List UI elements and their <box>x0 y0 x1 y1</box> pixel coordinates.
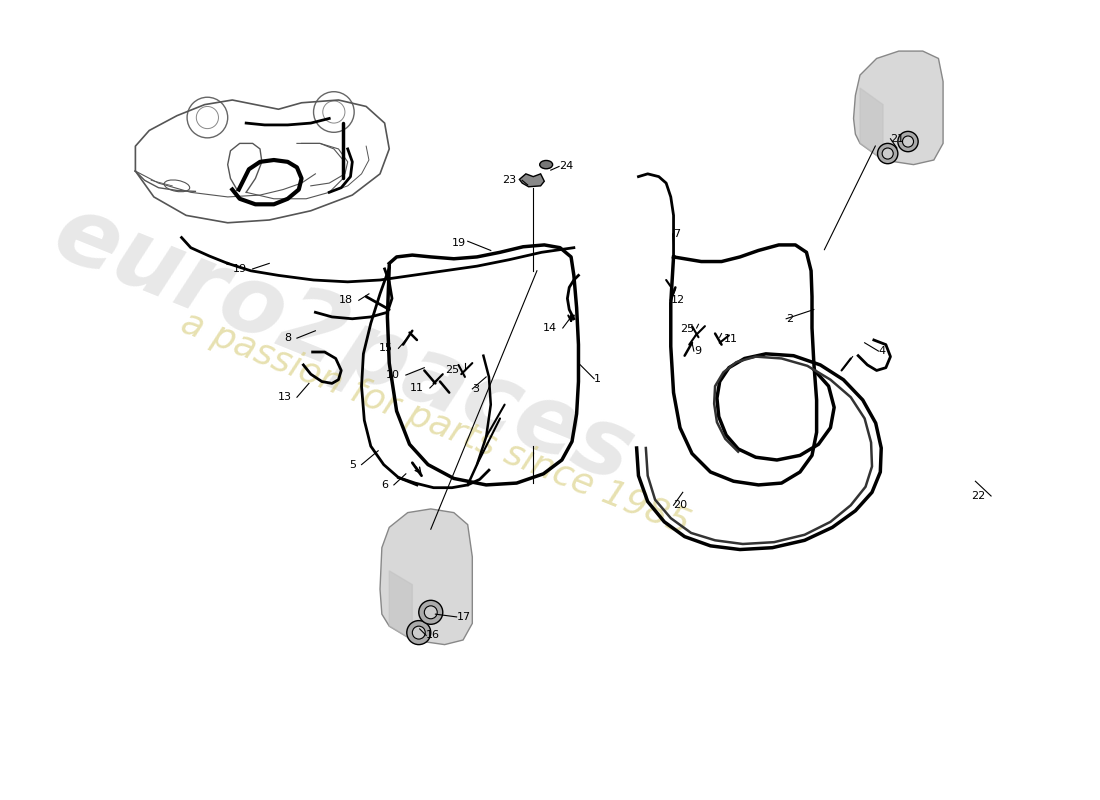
Text: 16: 16 <box>426 630 440 640</box>
Text: a passion for parts since 1985: a passion for parts since 1985 <box>176 305 695 541</box>
Text: 15: 15 <box>378 343 393 354</box>
Circle shape <box>419 600 443 624</box>
Text: 3: 3 <box>472 384 480 394</box>
Polygon shape <box>860 88 883 160</box>
Ellipse shape <box>540 161 552 169</box>
Text: 19: 19 <box>451 238 465 248</box>
Polygon shape <box>389 570 412 640</box>
Text: 8: 8 <box>284 333 292 343</box>
Text: 24: 24 <box>559 162 573 171</box>
Text: 11: 11 <box>724 334 737 344</box>
Text: 22: 22 <box>971 491 986 501</box>
Text: euro2paces: euro2paces <box>40 186 646 502</box>
Circle shape <box>882 148 893 159</box>
Circle shape <box>407 621 431 645</box>
Polygon shape <box>854 51 943 165</box>
Text: 5: 5 <box>349 460 356 470</box>
Text: 12: 12 <box>671 295 685 306</box>
Circle shape <box>412 626 426 639</box>
Polygon shape <box>379 509 472 645</box>
Text: 18: 18 <box>339 295 353 306</box>
Polygon shape <box>519 174 544 186</box>
Text: 14: 14 <box>543 323 558 333</box>
Circle shape <box>902 136 913 147</box>
Text: 4: 4 <box>879 346 886 356</box>
Text: 7: 7 <box>672 229 680 239</box>
Text: 6: 6 <box>382 480 388 490</box>
Text: 9: 9 <box>694 346 701 356</box>
Text: 23: 23 <box>503 175 517 186</box>
Text: 13: 13 <box>277 392 292 402</box>
Circle shape <box>425 606 437 618</box>
Text: 10: 10 <box>386 370 400 380</box>
Text: 1: 1 <box>594 374 602 384</box>
Text: 21: 21 <box>891 134 904 144</box>
Text: 20: 20 <box>673 500 688 510</box>
Text: 11: 11 <box>410 383 425 393</box>
Text: 25: 25 <box>446 365 460 374</box>
Text: 25: 25 <box>680 324 694 334</box>
Text: 2: 2 <box>786 314 793 324</box>
Text: 19: 19 <box>233 264 248 274</box>
Circle shape <box>898 131 918 152</box>
Text: 17: 17 <box>456 612 471 622</box>
Circle shape <box>878 143 898 164</box>
